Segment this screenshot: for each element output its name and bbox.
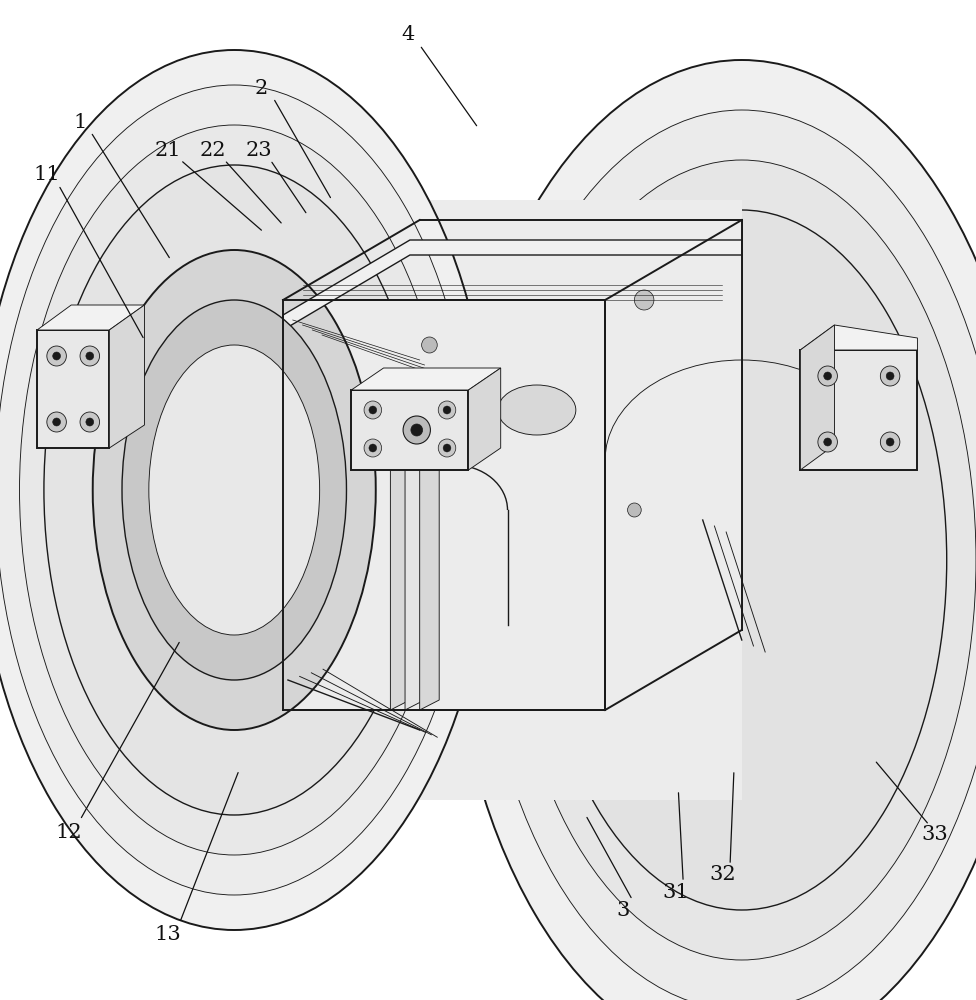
Circle shape — [215, 400, 234, 420]
Text: 22: 22 — [199, 140, 226, 159]
Circle shape — [369, 406, 377, 414]
Polygon shape — [283, 300, 605, 710]
Text: 1: 1 — [73, 112, 87, 131]
Polygon shape — [361, 360, 547, 650]
Polygon shape — [161, 440, 234, 500]
Ellipse shape — [0, 85, 473, 895]
Circle shape — [886, 438, 894, 446]
Circle shape — [205, 310, 224, 330]
Circle shape — [47, 412, 66, 432]
Polygon shape — [151, 555, 210, 620]
Circle shape — [86, 352, 94, 360]
Polygon shape — [405, 460, 425, 710]
Circle shape — [824, 372, 832, 380]
Text: 12: 12 — [55, 822, 82, 842]
Ellipse shape — [93, 250, 376, 730]
Circle shape — [880, 432, 900, 452]
Text: 33: 33 — [921, 826, 949, 844]
Circle shape — [53, 352, 61, 360]
Circle shape — [880, 366, 900, 386]
Ellipse shape — [0, 50, 493, 930]
Polygon shape — [800, 350, 917, 470]
Ellipse shape — [498, 385, 576, 435]
Polygon shape — [800, 325, 917, 350]
Ellipse shape — [20, 125, 449, 855]
Polygon shape — [122, 360, 234, 600]
Text: 4: 4 — [401, 25, 415, 44]
Circle shape — [818, 432, 837, 452]
Circle shape — [824, 438, 832, 446]
Circle shape — [364, 439, 382, 457]
Polygon shape — [283, 220, 742, 300]
Polygon shape — [351, 390, 468, 470]
Ellipse shape — [449, 60, 976, 1000]
Polygon shape — [390, 460, 410, 710]
Polygon shape — [800, 325, 834, 470]
Circle shape — [438, 401, 456, 419]
Polygon shape — [283, 200, 742, 800]
Circle shape — [443, 406, 451, 414]
Circle shape — [443, 444, 451, 452]
Polygon shape — [283, 240, 742, 330]
Circle shape — [47, 346, 66, 366]
Circle shape — [403, 416, 430, 444]
Circle shape — [628, 503, 641, 517]
Polygon shape — [39, 250, 917, 375]
Polygon shape — [283, 300, 605, 710]
Polygon shape — [605, 220, 742, 710]
Ellipse shape — [148, 345, 320, 635]
Text: 32: 32 — [709, 865, 736, 884]
Text: 21: 21 — [154, 140, 182, 159]
Circle shape — [80, 346, 100, 366]
Text: 11: 11 — [33, 165, 61, 184]
Ellipse shape — [537, 210, 947, 910]
Ellipse shape — [122, 300, 346, 680]
Ellipse shape — [478, 110, 976, 1000]
Circle shape — [438, 439, 456, 457]
Circle shape — [364, 401, 382, 419]
Circle shape — [369, 444, 377, 452]
Text: 23: 23 — [245, 140, 272, 159]
Text: 3: 3 — [616, 900, 630, 920]
Circle shape — [634, 290, 654, 310]
Polygon shape — [468, 368, 501, 470]
Circle shape — [886, 372, 894, 380]
Ellipse shape — [508, 160, 976, 960]
Polygon shape — [109, 305, 144, 448]
Circle shape — [411, 424, 423, 436]
Text: 31: 31 — [662, 882, 689, 902]
Text: 13: 13 — [154, 926, 182, 944]
Ellipse shape — [44, 165, 425, 815]
Polygon shape — [351, 368, 501, 390]
Polygon shape — [37, 305, 144, 330]
Polygon shape — [39, 250, 917, 550]
Polygon shape — [386, 390, 522, 625]
Circle shape — [86, 418, 94, 426]
Circle shape — [818, 366, 837, 386]
Polygon shape — [37, 330, 109, 448]
Text: 2: 2 — [255, 79, 268, 98]
Circle shape — [80, 412, 100, 432]
Circle shape — [53, 418, 61, 426]
Circle shape — [422, 337, 437, 353]
Polygon shape — [420, 460, 439, 710]
